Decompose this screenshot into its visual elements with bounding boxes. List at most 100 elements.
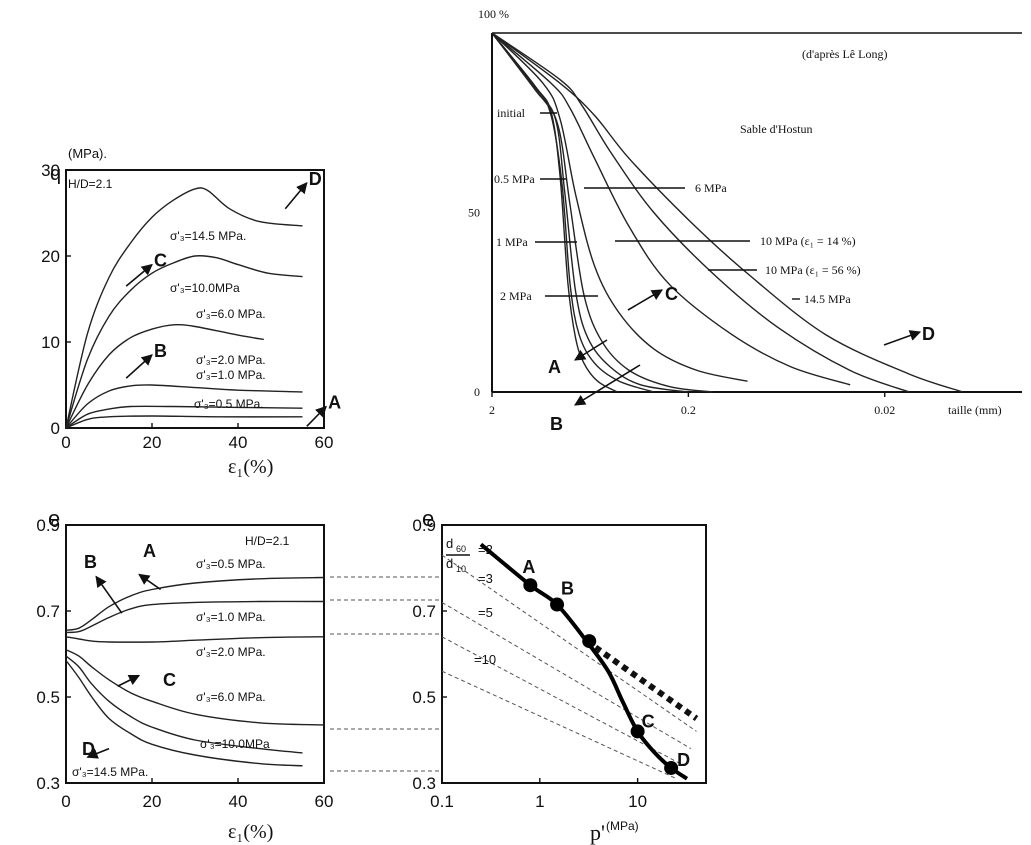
grading-series-line — [491, 32, 964, 393]
grading-series-line — [491, 32, 713, 393]
e-p-d-label: 60 — [456, 544, 466, 554]
e-p-d-label: =5 — [478, 605, 493, 620]
grading-series-label: initial — [497, 106, 526, 120]
e-eps-frame — [65, 524, 325, 784]
e-p-point-label: D — [677, 750, 690, 770]
grading-series-label: 10 MPa (ε₁ = 14 %) — [760, 234, 856, 248]
e-eps-annotation: H/D=2.1 — [245, 534, 290, 548]
q-eps-marker-label: D — [309, 169, 322, 189]
grading-title: Sable d'Hostun — [740, 122, 813, 136]
q-eps-ytick-label: 10 — [41, 333, 60, 352]
grading-series-label: 10 MPa (ε₁ = 56 %) — [765, 263, 861, 277]
e-p-xlabel-unit: (MPa) — [606, 819, 639, 833]
e-eps-series-line — [65, 649, 325, 726]
grading-xtick-label: 2 — [489, 403, 495, 417]
e-eps-ylabel: e — [48, 506, 60, 531]
grading-marker-label: A — [548, 357, 561, 377]
e-eps-ytick-label: 0.9 — [36, 516, 60, 535]
q-eps-chart: q (MPa). H/D=2.1 ε₁(%) 0 20 40 60 0 10 20 30 σ'… — [41, 146, 341, 478]
grading-marker-arrow — [574, 339, 608, 361]
q-eps-xtick-label: 20 — [143, 433, 162, 452]
q-eps-marker-arrow — [284, 182, 308, 210]
q-eps-series-line — [65, 323, 264, 429]
e-eps-marker-label: B — [84, 552, 97, 572]
grading-series-line — [491, 32, 910, 393]
e-eps-series-label: σ'₃=2.0 MPa. — [196, 645, 266, 659]
q-eps-xlabel: ε₁(%) — [228, 456, 273, 478]
grading-xlabel: taille (mm) — [948, 403, 1002, 417]
e-p-thick-dotted-line — [584, 638, 699, 721]
e-eps-series-label: σ'₃=14.5 MPa. — [72, 765, 148, 779]
e-p-d-label: d — [446, 536, 453, 551]
q-eps-series-label: σ'₃=1.0 MPa. — [196, 368, 266, 382]
grading-subtitle: (d'après Lê Long) — [802, 47, 887, 61]
connector-lines — [330, 576, 442, 772]
grading-series-line — [491, 32, 851, 386]
e-eps-series-label: σ'₃=1.0 MPa. — [196, 610, 266, 624]
e-eps-marker-arrow — [117, 674, 141, 687]
e-p-ytick-label: 0.7 — [412, 602, 436, 621]
q-eps-series-label: σ'₃=0.5 MPa. — [194, 397, 264, 411]
q-eps-series-label: σ'₃=2.0 MPa. — [196, 353, 266, 367]
e-eps-xlabel: ε₁(%) — [228, 821, 273, 843]
e-eps-series-label: σ'₃=0.5 MPa. — [196, 557, 266, 571]
q-eps-xtick-label: 60 — [315, 433, 334, 452]
grading-ytick-top: 100 % — [478, 7, 509, 21]
e-p-dashed-line — [441, 636, 685, 767]
e-eps-marker-label: D — [82, 739, 95, 759]
q-eps-ytick-label: 0 — [51, 419, 60, 438]
e-eps-xtick-label: 0 — [61, 792, 70, 811]
e-p-dashed-line — [441, 670, 677, 780]
q-eps-xtick-label: 40 — [229, 433, 248, 452]
e-p-d-label: =2 — [478, 542, 493, 557]
e-p-ytick-label: 0.3 — [412, 774, 436, 793]
e-p-dashed-line — [441, 601, 692, 750]
e-p-data-point — [523, 578, 538, 593]
q-eps-series-label: σ'₃=14.5 MPa. — [170, 229, 246, 243]
q-eps-marker-arrow — [125, 354, 153, 379]
e-eps-xtick-label: 40 — [229, 792, 248, 811]
q-eps-series-line — [65, 254, 303, 429]
grading-series-label: 1 MPa — [496, 235, 528, 249]
q-eps-xtick-label: 0 — [61, 433, 70, 452]
e-p-frame — [441, 524, 707, 784]
grading-ytick-label: 0 — [474, 385, 480, 399]
e-p-point-label: B — [561, 579, 574, 599]
e-eps-marker-arrow — [86, 747, 110, 759]
q-eps-annotation: H/D=2.1 — [68, 177, 113, 191]
e-p-data-point — [630, 724, 645, 739]
grading-series-label: 0.5 MPa — [494, 172, 535, 186]
e-p-dashed-line — [441, 554, 697, 732]
q-eps-frame — [65, 169, 325, 429]
e-p-data-point — [582, 634, 597, 649]
e-eps-marker-arrow — [138, 573, 162, 591]
q-eps-marker-label: B — [154, 341, 167, 361]
q-eps-series-line — [65, 415, 303, 429]
q-eps-series-label: σ'₃=10.0MPa — [170, 281, 240, 295]
e-eps-series-label: σ'₃=6.0 MPa. — [196, 690, 266, 704]
e-p-critical-state-curve — [479, 542, 689, 781]
grading-ytick-label: 50 — [468, 206, 480, 220]
e-eps-series-line — [65, 576, 325, 632]
e-eps-series-line — [65, 600, 325, 634]
q-eps-series-line — [65, 187, 303, 429]
e-eps-ytick-label: 0.5 — [36, 688, 60, 707]
grading-series-line — [491, 32, 655, 393]
e-p-ytick-label: 0.9 — [412, 516, 436, 535]
e-eps-marker-label: A — [143, 541, 156, 561]
q-eps-marker-label: C — [154, 251, 167, 271]
grading-series-label: 6 MPa — [695, 181, 727, 195]
q-eps-ylabel-unit: (MPa). — [68, 146, 107, 161]
q-eps-marker-arrow — [306, 405, 327, 427]
e-p-d-label: =3 — [478, 571, 493, 586]
e-p-d-label: d — [446, 556, 453, 571]
grading-marker-arrow — [574, 364, 641, 406]
e-eps-series-line — [65, 655, 303, 754]
q-eps-series-line — [65, 384, 303, 429]
q-eps-ytick-label: 20 — [41, 247, 60, 266]
e-eps-ytick-label: 0.3 — [36, 774, 60, 793]
q-eps-marker-label: A — [328, 393, 341, 413]
q-eps-ytick-label: 30 — [41, 161, 60, 180]
